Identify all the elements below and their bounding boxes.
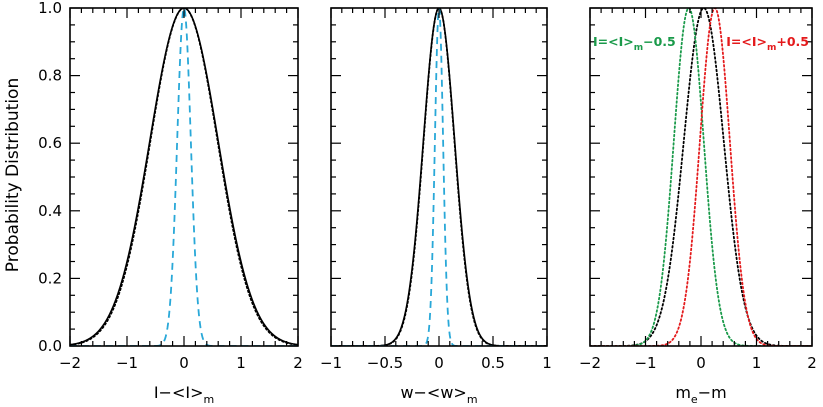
- y-tick-label: 0.4: [38, 202, 62, 220]
- x-tick-label: −0.5: [367, 354, 403, 372]
- x-tick-label: 1: [752, 354, 762, 372]
- chart-panel-1: −2 −1 0 1 2 0.0 0.2 0.4 0.6 0.8 1.0 I−<I>m: [38, 0, 303, 406]
- y-tick-label: 0.8: [38, 67, 62, 85]
- series-line-2: [590, 8, 812, 346]
- x-tick-label: −1: [116, 354, 138, 372]
- series-line-3: [70, 8, 298, 346]
- series-line-1: [70, 8, 298, 346]
- chart-panel-3: −2 −1 0 1 2 me−m I=<I>m−0.5 I=<I>m+0.5: [579, 7, 817, 406]
- y-tick-label: 1.0: [38, 0, 62, 17]
- series-line-2: [331, 8, 547, 346]
- y-tick-label: 0.2: [38, 269, 62, 287]
- series-line-3: [590, 8, 812, 346]
- x-tick-label: 2: [807, 354, 817, 372]
- y-tick-label: 0.0: [38, 337, 62, 355]
- x-tick-label: 2: [293, 354, 303, 372]
- x-tick-label: −2: [579, 354, 601, 372]
- series-line-1: [590, 8, 812, 346]
- legend-annotation: I=<I>m+0.5: [726, 34, 809, 53]
- x-tick-label: 1: [236, 354, 246, 372]
- x-tick-label: 0: [696, 354, 706, 372]
- plot-frame: [69, 7, 299, 347]
- series-line-2: [70, 8, 298, 346]
- x-tick-label: 1: [542, 354, 552, 372]
- plot-frame: [330, 7, 548, 347]
- series-line-3: [331, 8, 547, 346]
- x-tick-label: 0: [179, 354, 189, 372]
- series-line-1: [331, 8, 547, 346]
- x-tick-label: −1: [320, 354, 342, 372]
- y-axis-label: Probability Distribution: [3, 78, 23, 272]
- x-tick-label: 0.5: [481, 354, 505, 372]
- x-axis-label: I−<I>m: [154, 383, 214, 406]
- x-tick-label: −2: [59, 354, 81, 372]
- x-tick-label: −1: [634, 354, 656, 372]
- legend-annotation: I=<I>m−0.5: [593, 34, 676, 53]
- x-axis-label: me−m: [675, 383, 726, 406]
- chart-panel-2: −1 −0.5 0 0.5 1 w−<w>m: [320, 7, 552, 406]
- x-tick-label: 0: [434, 354, 444, 372]
- x-axis-label: w−<w>m: [400, 383, 477, 406]
- plot-frame: [589, 7, 813, 347]
- y-tick-label: 0.6: [38, 134, 62, 152]
